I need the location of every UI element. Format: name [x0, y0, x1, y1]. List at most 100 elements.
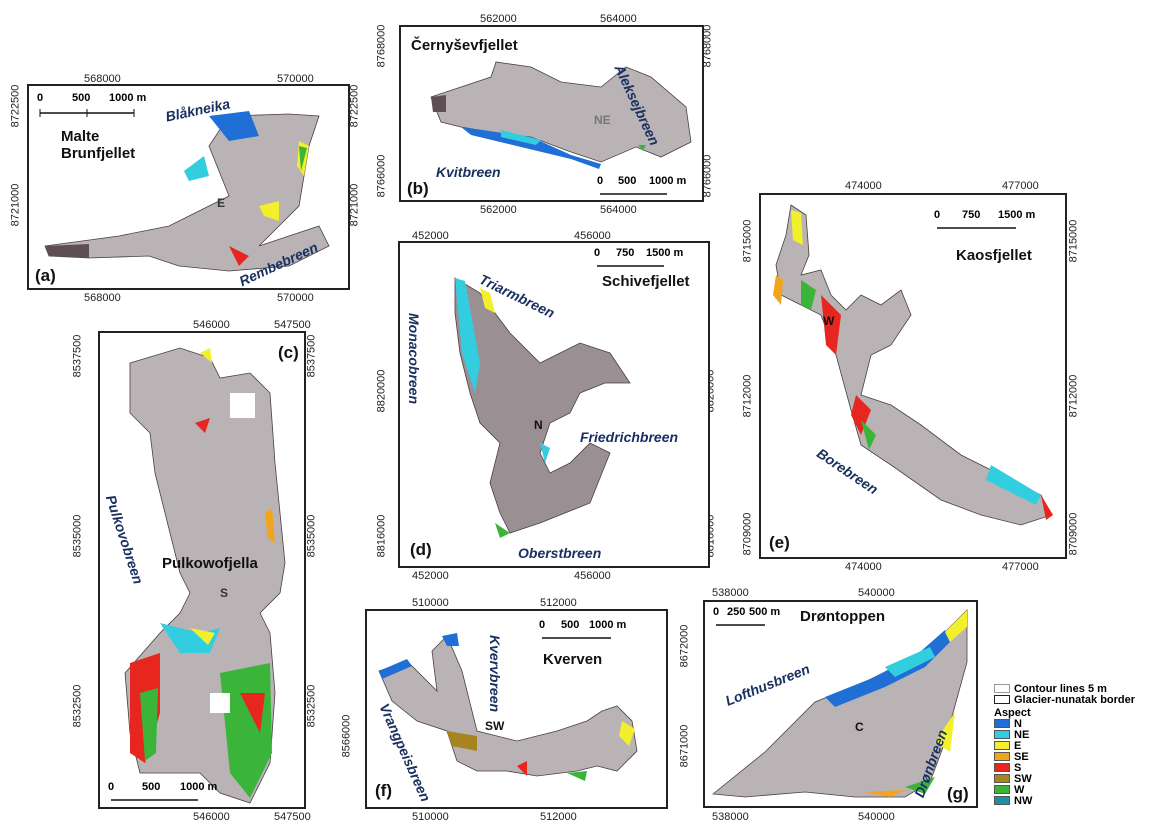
aspect-label: W [823, 314, 835, 328]
contour-swatch [994, 684, 1010, 693]
legend-item-n: N [994, 717, 1152, 730]
x-tick: 512000 [540, 811, 577, 823]
x-tick: 540000 [858, 587, 895, 599]
glacier-label: Kvervbreen [487, 635, 503, 713]
x-tick: 540000 [858, 811, 895, 823]
scale-label: 1000 m [649, 175, 687, 187]
aspect-swatch [994, 785, 1010, 794]
y-tick: 8712000 [1067, 374, 1080, 418]
x-tick: 477000 [1002, 180, 1039, 192]
scale-label: 500 [72, 92, 91, 104]
legend-item-e: E [994, 739, 1152, 752]
scale-label: 500 [142, 781, 161, 793]
legend-aspect-title: Aspect [994, 707, 1152, 719]
title-line: Malte [61, 128, 100, 145]
scale-label: 0 [713, 606, 720, 618]
aspect-label: NE [594, 113, 611, 127]
panel-e-map [773, 204, 1053, 526]
legend-item-s: S [994, 761, 1152, 774]
scale-bar: 0 250 500 m [713, 606, 793, 634]
x-tick: 456000 [574, 230, 611, 242]
legend-item-sw: SW [994, 773, 1152, 785]
panel-d: Schivefjellet 0 750 1500 m Triarmbreen M… [398, 241, 710, 568]
legend-label: SE [1014, 750, 1029, 763]
x-tick: 546000 [193, 319, 230, 331]
x-tick: 538000 [712, 587, 749, 599]
scale-bar: 0 500 1000 m [37, 92, 157, 122]
y-tick: 8715000 [741, 219, 754, 263]
scale-label: 750 [616, 247, 635, 259]
border-swatch [994, 695, 1010, 704]
scale-label: 750 [962, 209, 981, 221]
scale-label: 0 [934, 209, 941, 221]
x-tick: 564000 [600, 204, 637, 216]
scale-bar: 0 500 1000 m [539, 619, 649, 647]
y-tick: 8535000 [71, 514, 84, 558]
aspect-swatch [994, 730, 1010, 739]
legend-label: NW [1014, 794, 1033, 807]
x-tick: 456000 [574, 570, 611, 582]
x-tick: 568000 [84, 73, 121, 85]
x-tick: 570000 [277, 73, 314, 85]
map-legend: Contour lines 5 m Glacier-nunatak border… [994, 683, 1152, 807]
scale-label: 0 [539, 619, 546, 631]
x-tick: 452000 [412, 230, 449, 242]
legend-item-ne: NE [994, 728, 1152, 741]
scale-label: 0 [597, 175, 604, 187]
x-tick: 510000 [412, 811, 449, 823]
y-tick: 8766000 [375, 154, 388, 198]
x-tick: 562000 [480, 204, 517, 216]
panel-a-map [44, 111, 330, 272]
scale-bar-line [39, 109, 135, 117]
legend-label: NE [1014, 728, 1030, 741]
y-tick: 8532500 [305, 684, 318, 728]
legend-label: N [1014, 717, 1022, 730]
y-tick: 8672000 [678, 624, 691, 668]
scale-bar-line [111, 799, 198, 801]
y-tick: 8532500 [71, 684, 84, 728]
y-tick: 8816000 [375, 514, 388, 558]
legend-label: W [1014, 783, 1025, 796]
legend-label: Glacier-nunatak border [1014, 693, 1136, 706]
panel-f-map [378, 633, 638, 781]
legend-item-se: SE [994, 750, 1152, 763]
panel-label: (f) [375, 781, 392, 800]
panel-c-title: Pulkowofjella [162, 555, 258, 572]
panel-label: (d) [410, 540, 432, 559]
y-tick: 8709000 [741, 512, 754, 556]
panel-b-title: Černyševfjellet [411, 37, 518, 54]
scale-label: 0 [108, 781, 115, 793]
panel-label: (e) [769, 533, 790, 552]
panel-label: (g) [947, 784, 969, 803]
scale-label: 1000 m [180, 781, 218, 793]
x-tick: 546000 [193, 811, 230, 823]
y-tick: 8712000 [741, 374, 754, 418]
aspect-swatch [994, 752, 1010, 761]
legend-label: E [1014, 739, 1022, 752]
scale-bar-line [542, 637, 611, 639]
y-tick: 8566000 [340, 714, 353, 758]
y-tick: 8709000 [1067, 512, 1080, 556]
scale-label: 1000 m [589, 619, 627, 631]
panel-g-title: Drøntoppen [800, 608, 885, 625]
scale-bar: 0 500 1000 m [597, 175, 702, 200]
y-tick: 8721000 [348, 183, 361, 227]
x-tick: 562000 [480, 13, 517, 25]
panel-f-title: Kverven [543, 651, 603, 668]
y-tick: 8715000 [1067, 219, 1080, 263]
scale-bar-line [600, 193, 667, 195]
panel-label: (a) [35, 266, 56, 285]
x-tick: 538000 [712, 811, 749, 823]
x-tick: 564000 [600, 13, 637, 25]
y-tick: 8722500 [348, 84, 361, 128]
x-tick: 510000 [412, 597, 449, 609]
scale-label: 1500 m [998, 209, 1036, 221]
aspect-swatch [994, 763, 1010, 772]
scale-bar: 0 750 1500 m [594, 247, 708, 275]
panel-a: 0 500 1000 m Malte Brunfjellet Blåkneika… [27, 84, 350, 290]
legend-label: S [1014, 761, 1022, 774]
panel-c-map [124, 347, 286, 804]
y-tick: 8721000 [9, 183, 22, 227]
scale-bar: 0 750 1500 m [934, 209, 1064, 237]
y-tick: 8820000 [375, 369, 388, 413]
